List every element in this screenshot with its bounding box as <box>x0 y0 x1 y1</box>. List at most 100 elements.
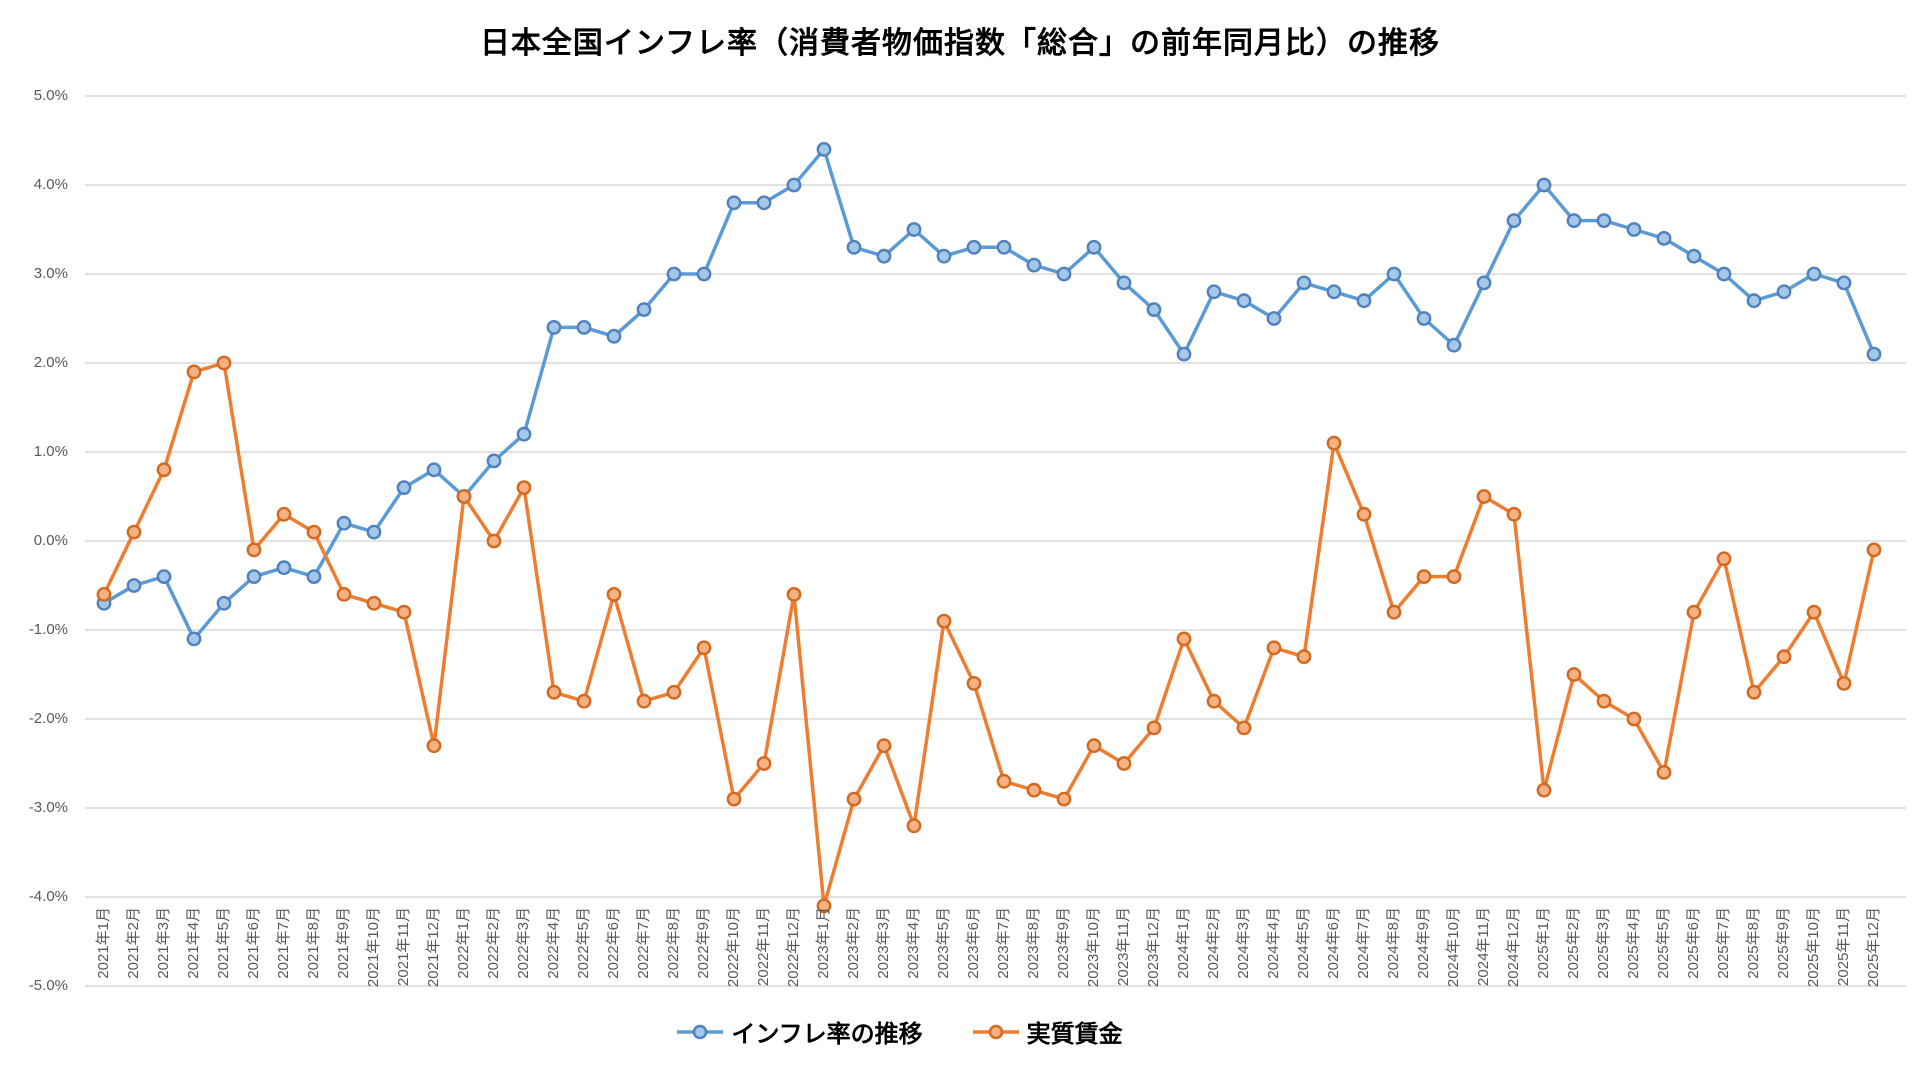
x-axis-label: 2025年8月 <box>1745 907 1762 979</box>
inflation-rate-marker <box>1656 230 1672 246</box>
real-wages-marker <box>1686 604 1702 620</box>
inflation-rate-marker <box>246 569 262 584</box>
x-axis-label: 2025年1月 <box>1535 907 1552 979</box>
real-wages-marker <box>576 693 592 709</box>
x-axis-label: 2023年6月 <box>965 907 982 979</box>
x-axis-label: 2022年1月 <box>455 907 472 979</box>
y-axis-label: 4.0% <box>33 176 68 193</box>
y-axis-label: -1.0% <box>28 621 68 638</box>
real-wages-marker <box>306 524 322 540</box>
inflation-rate-marker <box>186 631 202 647</box>
x-axis-label: 2024年9月 <box>1415 907 1432 979</box>
inflation-rate-marker <box>1086 239 1102 255</box>
x-axis-label: 2024年1月 <box>1175 907 1192 979</box>
real-wages-marker <box>1536 782 1552 798</box>
y-axis-label: 0.0% <box>33 532 68 549</box>
x-axis-label: 2022年2月 <box>485 907 502 979</box>
real-wages-marker <box>936 613 952 629</box>
x-axis-label: 2025年3月 <box>1595 907 1612 979</box>
x-axis-label: 2022年11月 <box>755 907 772 986</box>
x-axis-label: 2023年8月 <box>1025 907 1042 979</box>
x-axis-label: 2024年6月 <box>1325 907 1342 979</box>
x-axis-label: 2024年11月 <box>1475 907 1492 986</box>
inflation-rate-marker <box>156 569 172 584</box>
y-axis-label: -2.0% <box>28 710 68 727</box>
real-wages-marker <box>666 684 682 700</box>
real-wages-marker <box>1026 782 1042 798</box>
x-axis-label: 2021年5月 <box>215 907 232 979</box>
real-wages-marker <box>486 533 502 549</box>
inflation-rate-marker <box>1536 177 1552 193</box>
inflation-rate-marker <box>1386 266 1402 282</box>
x-axis-label: 2023年7月 <box>995 907 1012 979</box>
x-axis-label: 2021年3月 <box>155 907 172 979</box>
x-axis-label: 2024年7月 <box>1355 907 1372 979</box>
x-axis-label: 2025年6月 <box>1685 907 1702 979</box>
inflation-rate-marker <box>1236 293 1252 309</box>
real-wages-marker <box>336 587 352 602</box>
real-wages-marker <box>516 480 532 495</box>
x-axis-label: 2022年8月 <box>665 907 682 979</box>
y-axis-label: 2.0% <box>33 354 68 371</box>
real-wages-marker <box>186 364 202 380</box>
real-wages-marker <box>846 791 862 807</box>
inflation-rate-marker <box>336 515 352 531</box>
x-axis-label: 2022年9月 <box>695 907 712 979</box>
x-axis-label: 2025年11月 <box>1835 907 1852 986</box>
real-wages-line <box>102 361 1876 908</box>
real-wages-marker <box>636 693 652 709</box>
inflation-rate-marker <box>126 578 142 593</box>
real-wages-marker <box>1296 649 1312 665</box>
x-axis-label: 2025年7月 <box>1715 907 1732 979</box>
x-axis-label: 2025年9月 <box>1775 907 1792 979</box>
x-axis-label: 2023年11月 <box>1115 907 1132 986</box>
real-wages-line-legend-marker-icon <box>972 1024 1019 1040</box>
real-wages-marker <box>396 604 412 620</box>
x-axis-label: 2025年2月 <box>1565 907 1582 979</box>
inflation-rate-marker <box>1296 275 1312 291</box>
x-axis-label: 2021年1月 <box>95 907 112 979</box>
x-axis-label: 2024年5月 <box>1295 907 1312 979</box>
legend: インフレ率の推移 実質賃金 <box>0 1014 1920 1049</box>
x-axis-label: 2025年4月 <box>1625 907 1642 979</box>
x-axis-label: 2022年12月 <box>785 907 802 988</box>
real-wages-marker <box>1656 765 1672 780</box>
legend-label-inflation: インフレ率の推移 <box>731 1021 923 1048</box>
x-axis-label: 2021年2月 <box>125 907 142 979</box>
real-wages-marker <box>966 676 982 691</box>
x-axis-label: 2021年9月 <box>335 907 352 979</box>
y-axis-label: 1.0% <box>33 443 68 460</box>
inflation-rate-marker <box>1746 293 1762 309</box>
inflation-rate-marker <box>1566 213 1582 229</box>
inflation-rate-marker <box>756 195 772 211</box>
y-axis-label: -5.0% <box>28 977 68 994</box>
real-wages-marker <box>1596 693 1612 709</box>
inflation-rate-marker <box>696 266 712 282</box>
real-wages-marker <box>1776 649 1792 665</box>
inflation-rate-marker <box>426 462 442 478</box>
chart-title: 日本全国インフレ率（消費者物価指数「総合」の前年同月比）の推移 <box>479 27 1441 60</box>
inflation-rate-marker <box>276 560 292 576</box>
real-wages-marker <box>996 773 1012 789</box>
x-axis-label: 2021年12月 <box>425 907 442 988</box>
real-wages-marker <box>1716 551 1732 567</box>
real-wages-marker <box>726 791 742 807</box>
x-axis-label: 2023年10月 <box>1085 907 1102 988</box>
x-axis-label: 2021年10月 <box>365 907 382 988</box>
inflation-rate-marker <box>1206 284 1222 300</box>
inflation-rate-marker <box>1146 302 1162 317</box>
real-wages-marker <box>1566 667 1582 682</box>
real-wages-marker <box>1356 506 1372 522</box>
real-wages-marker <box>96 587 112 602</box>
real-wages-marker <box>216 355 232 371</box>
x-axis-label: 2022年5月 <box>575 907 592 979</box>
inflation-rate-marker <box>1806 266 1822 282</box>
x-axis-label: 2024年8月 <box>1385 907 1402 979</box>
real-wages-marker <box>1866 542 1882 558</box>
inflation-rate-marker <box>666 266 682 282</box>
real-wages-marker <box>1806 604 1822 620</box>
inflation-rate-marker <box>516 426 532 442</box>
x-axis-label: 2024年3月 <box>1235 907 1252 979</box>
real-wages-marker <box>1176 631 1192 647</box>
